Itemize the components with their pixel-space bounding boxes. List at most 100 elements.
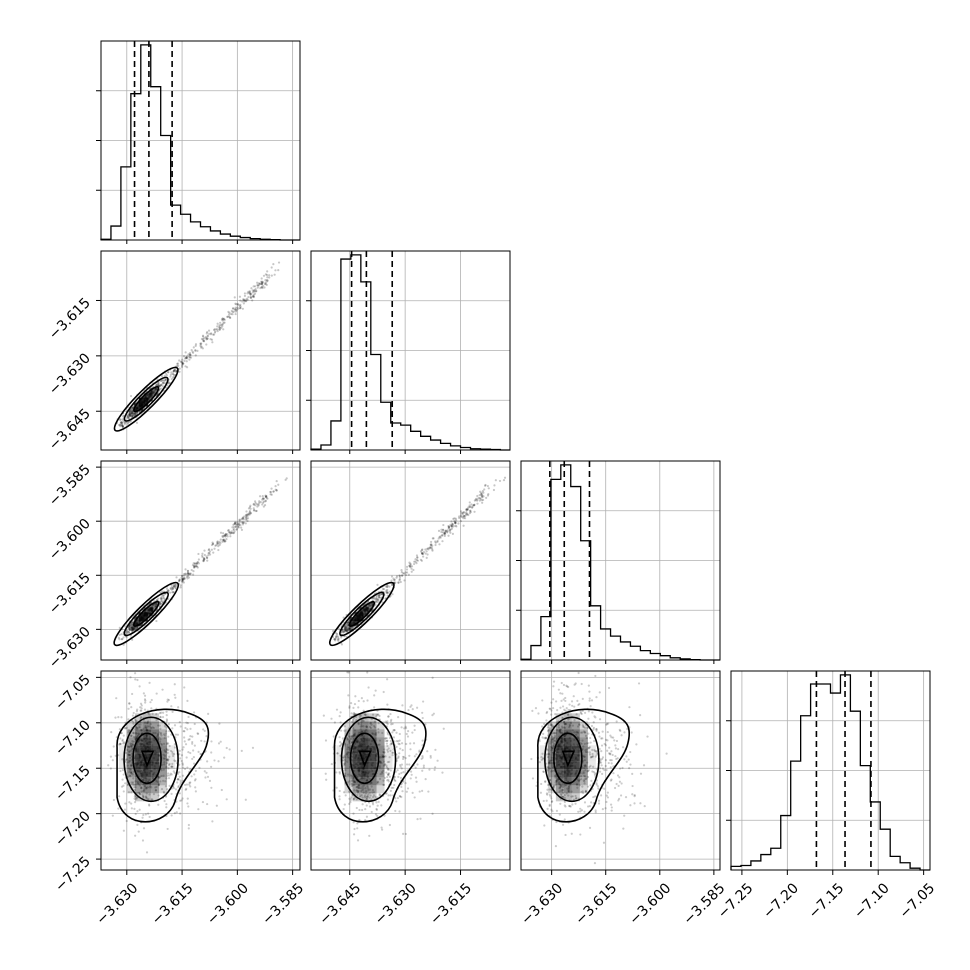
- scatter-point: [177, 807, 181, 810]
- scatter-point: [145, 787, 148, 790]
- scatter-point: [431, 537, 434, 540]
- scatter-point: [132, 720, 135, 723]
- scatter-point: [576, 699, 579, 702]
- scatter-point: [441, 531, 445, 534]
- scatter-point: [629, 750, 632, 754]
- scatter-point: [239, 305, 242, 308]
- scatter-point: [203, 557, 206, 561]
- scatter-point: [408, 754, 411, 757]
- scatter-point: [157, 383, 160, 387]
- scatter-point: [165, 714, 168, 717]
- scatter-point: [204, 336, 207, 339]
- scatter-point: [429, 756, 432, 759]
- scatter-point: [127, 729, 130, 732]
- scatter-point: [222, 534, 225, 537]
- scatter-point: [344, 768, 347, 772]
- scatter-point: [372, 597, 375, 600]
- scatter-point: [463, 515, 466, 518]
- scatter-point: [202, 339, 205, 342]
- scatter-point: [338, 795, 341, 798]
- scatter-point: [348, 741, 351, 745]
- scatter-point: [206, 334, 210, 337]
- scatter-point: [568, 703, 571, 706]
- scatter-point: [135, 626, 139, 629]
- scatter-point: [137, 663, 139, 665]
- scatter-point: [374, 689, 377, 692]
- scatter-point: [400, 569, 403, 572]
- scatter-point: [133, 801, 137, 804]
- scatter-point: [369, 794, 372, 797]
- scatter-point: [150, 698, 153, 702]
- scatter-point: [184, 365, 187, 368]
- scatter-point: [349, 774, 352, 777]
- scatter-point: [255, 509, 258, 513]
- scatter-point: [355, 806, 358, 810]
- scatter-point: [595, 751, 599, 755]
- scatter-point: [366, 785, 369, 788]
- scatter-point: [160, 734, 163, 737]
- scatter-point: [552, 784, 555, 787]
- scatter-point: [138, 792, 142, 796]
- scatter-point: [421, 739, 424, 742]
- scatter-point: [559, 802, 562, 805]
- scatter-point: [177, 784, 180, 788]
- scatter-point: [228, 748, 231, 751]
- scatter-point: [205, 337, 208, 340]
- scatter-point: [117, 636, 120, 639]
- scatter-point: [335, 632, 338, 635]
- scatter-point: [598, 767, 602, 770]
- scatter-point: [373, 724, 376, 728]
- scatter-point: [345, 753, 348, 756]
- scatter-point: [186, 355, 189, 358]
- scatter-point: [270, 274, 273, 277]
- scatter-point: [176, 365, 179, 368]
- scatter-point: [374, 600, 377, 603]
- scatter-point: [260, 286, 263, 289]
- scatter-point: [210, 548, 213, 551]
- density-cell: [159, 721, 168, 730]
- scatter-point: [378, 777, 382, 780]
- scatter-point: [218, 328, 221, 331]
- scatter-point: [133, 412, 136, 415]
- scatter-point: [219, 327, 222, 330]
- scatter-point: [183, 783, 187, 787]
- scatter-point: [145, 786, 148, 789]
- scatter-point: [573, 683, 576, 686]
- density-cell: [133, 402, 143, 412]
- scatter-point: [171, 376, 175, 379]
- scatter-point: [144, 699, 147, 702]
- scatter-point: [340, 742, 343, 745]
- scatter-point: [475, 497, 478, 500]
- scatter-point: [352, 821, 355, 824]
- scatter-point: [344, 627, 347, 630]
- scatter-point: [365, 725, 368, 728]
- scatter-point: [173, 746, 177, 749]
- scatter-point: [131, 409, 134, 413]
- scatter-point: [568, 724, 572, 727]
- scatter-point: [218, 543, 221, 547]
- scatter-point: [610, 809, 613, 812]
- scatter-point: [583, 780, 586, 783]
- scatter-point: [422, 700, 425, 703]
- scatter-point: [545, 736, 548, 739]
- scatter-point: [131, 412, 134, 415]
- scatter-point: [232, 307, 235, 310]
- scatter-point: [180, 574, 184, 578]
- scatter-point: [580, 712, 583, 716]
- scatter-point: [382, 764, 386, 767]
- scatter-point: [183, 577, 186, 580]
- scatter-point: [377, 601, 380, 604]
- scatter-point: [173, 369, 176, 372]
- scatter-point: [129, 749, 133, 752]
- scatter-point: [381, 754, 384, 757]
- scatter-point: [431, 548, 434, 551]
- density-cell: [360, 769, 369, 778]
- scatter-point: [371, 803, 375, 806]
- scatter-point: [584, 790, 588, 793]
- scatter-point: [441, 771, 444, 774]
- density-cell: [127, 745, 136, 754]
- scatter-point: [159, 602, 162, 605]
- scatter-point: [467, 506, 470, 509]
- scatter-point: [155, 619, 158, 623]
- scatter-point: [407, 708, 410, 712]
